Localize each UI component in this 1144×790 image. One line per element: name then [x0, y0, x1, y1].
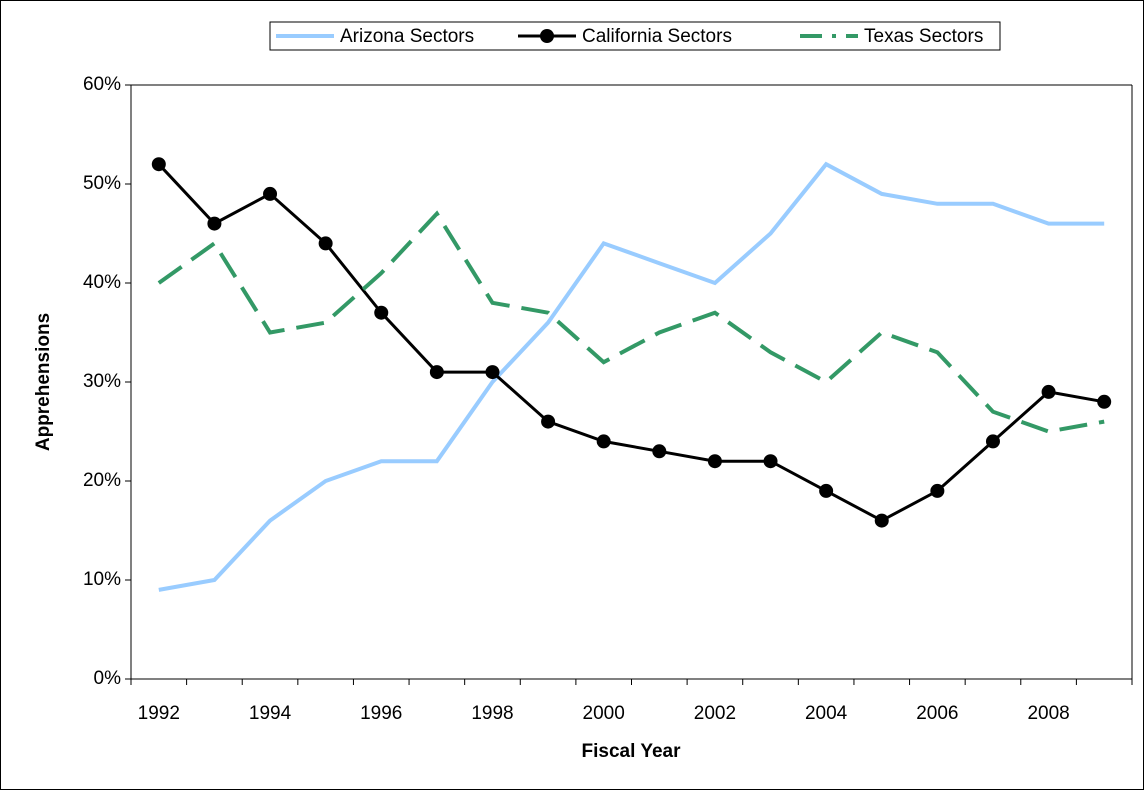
series-marker [1097, 394, 1112, 409]
series-marker [707, 454, 722, 469]
series-marker [318, 236, 333, 251]
series-marker [652, 444, 667, 459]
series-marker [207, 216, 222, 231]
y-tick-label: 20% [83, 470, 121, 491]
y-tick-label: 10% [83, 569, 121, 590]
series-line [157, 163, 1105, 523]
series-marker [596, 434, 611, 449]
x-tick-label: 2002 [694, 703, 736, 724]
legend-label: Texas Sectors [864, 26, 983, 47]
series-marker [930, 483, 945, 498]
legend-label: Arizona Sectors [340, 26, 474, 47]
y-axis-label: Apprehensions [33, 313, 54, 451]
series-marker [874, 513, 889, 528]
y-tick-label: 30% [83, 371, 121, 392]
series-marker [1041, 384, 1056, 399]
x-tick-label: 2004 [805, 703, 848, 724]
x-axis-label: Fiscal Year [582, 741, 682, 762]
legend-box [269, 21, 1001, 51]
x-tick-label: 1994 [249, 703, 292, 724]
y-tick-label: 50% [83, 173, 121, 194]
legend-label: California Sectors [582, 26, 732, 47]
y-tick-label: 60% [83, 74, 121, 95]
y-tick-label: 40% [83, 272, 121, 293]
x-tick-label: 1996 [360, 703, 402, 724]
series-marker [151, 157, 166, 172]
series-marker [541, 414, 556, 429]
x-tick-label: 1998 [471, 703, 513, 724]
x-tick-label: 1992 [138, 703, 180, 724]
y-tick-label: 0% [94, 668, 122, 689]
series-line [158, 161, 1105, 592]
x-tick-label: 2000 [583, 703, 625, 724]
series-marker [763, 454, 778, 469]
series-marker [985, 434, 1000, 449]
x-tick-label: 2008 [1027, 703, 1069, 724]
series-line [157, 210, 1105, 434]
x-tick-label: 2006 [916, 703, 958, 724]
series-marker [263, 186, 278, 201]
series-marker [485, 365, 500, 380]
series-marker [374, 305, 389, 320]
series-marker [429, 365, 444, 380]
legend-marker [540, 29, 554, 43]
series-marker [819, 483, 834, 498]
